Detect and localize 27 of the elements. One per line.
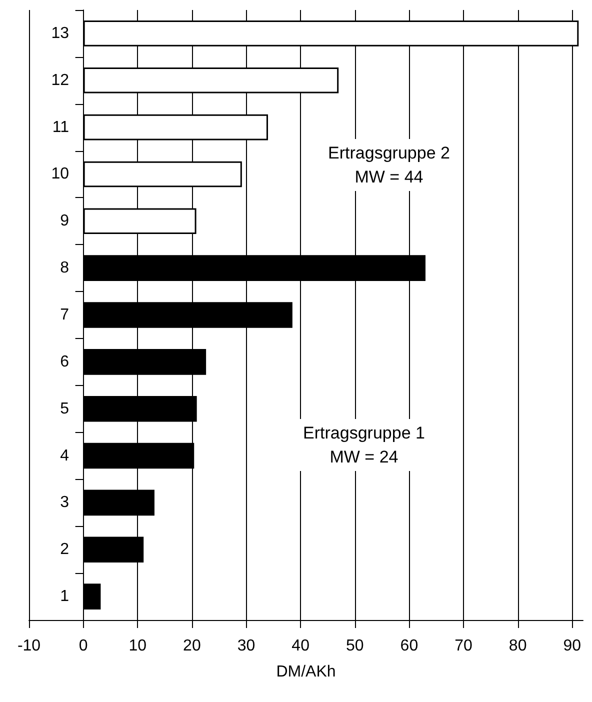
y-tick-label: 4 [60,447,70,464]
x-axis-title: DM/AKh [276,664,336,680]
y-tick-label: 1 [60,588,70,606]
x-tick-label: 0 [78,638,88,654]
y-tick-label: 3 [60,494,70,512]
x-tick-label: 20 [183,638,201,654]
x-tick-label: 40 [292,638,310,654]
x-tick-label: -10 [17,638,41,654]
y-tick-label: 12 [51,72,70,89]
x-tick-label: 10 [128,638,147,654]
x-tick-label: 90 [563,638,582,654]
x-tick-label: 50 [346,638,364,654]
annotation: Ertragsgruppe 2 MW = 44 [328,144,450,186]
y-tick-label: 5 [60,400,70,418]
x-tick-label: 70 [454,638,473,654]
annotation: Ertragsgruppe 1 MW = 24 [303,424,425,466]
x-tick-label: 30 [237,638,256,654]
y-tick-label: 7 [60,306,70,324]
x-tick-label: 80 [508,638,527,654]
y-tick-label: 13 [51,24,70,42]
y-tick-label: 2 [60,541,70,558]
y-tick-label: 8 [60,260,70,277]
y-tick-label: 6 [60,353,70,370]
y-tick-label: 10 [51,166,70,183]
x-tick-label: 60 [400,638,418,654]
y-tick-label: 9 [60,212,70,230]
y-tick-label: 11 [52,118,70,136]
